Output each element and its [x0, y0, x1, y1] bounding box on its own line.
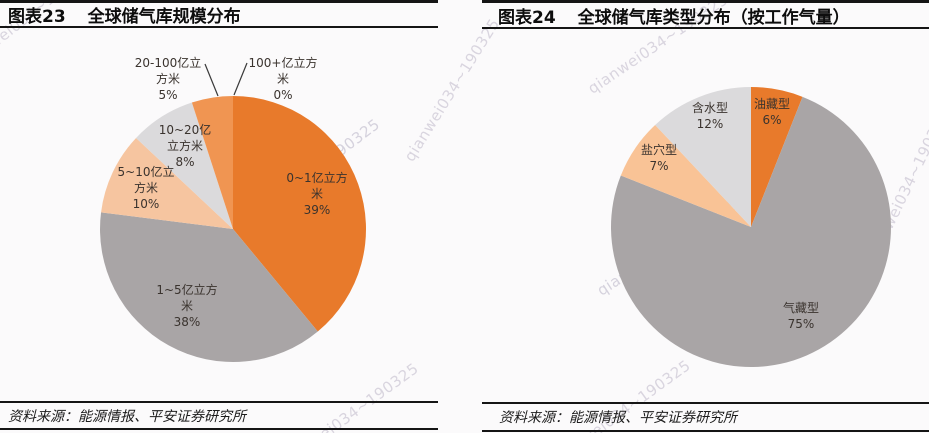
pie-chart-size-distribution — [100, 96, 367, 363]
figure-number-left: 图表23 — [8, 7, 66, 27]
pie-slice-5~10亿立方米 — [101, 137, 233, 229]
leader-line-100plus — [233, 62, 248, 96]
source-text-left: 资料来源：能源情报、平安证券研究所 — [8, 408, 246, 425]
pie-slice-0~1亿立方米 — [233, 96, 367, 332]
chart-title-bar-left: 图表23 全球储气库规模分布 — [0, 0, 438, 28]
source-text-right: 资料来源：能源情报、平安证券研究所 — [499, 410, 737, 426]
pie-slice-含水型 — [655, 87, 751, 227]
slice-label-20-100: 20-100亿立 方米 5% — [134, 56, 202, 102]
chart-title-left: 全球储气库规模分布 — [87, 7, 241, 27]
source-bar-right: 资料来源：能源情报、平安证券研究所 — [482, 402, 929, 432]
slice-label-aquifer: 含水型 12% — [691, 101, 729, 131]
chart-title-bar-right: 图表24 全球储气库类型分布（按工作气量） — [482, 0, 929, 29]
slice-label-oil-reservoir: 油藏型 6% — [753, 97, 791, 127]
slice-label-10-20: 10~20亿 立方米 8% — [158, 123, 212, 169]
slice-label-1-5: 1~5亿立方 米 38% — [156, 283, 218, 329]
slice-label-100plus: 100+亿立方 米 0% — [248, 56, 318, 102]
source-bar-left: 资料来源：能源情报、平安证券研究所 — [0, 401, 438, 430]
pie-slice-气藏型 — [610, 96, 891, 367]
figure-number-right: 图表24 — [498, 7, 556, 28]
pie-chart-type-distribution — [610, 87, 891, 367]
leader-line-20-100 — [204, 63, 219, 97]
slice-label-gas-reservoir: 气藏型 75% — [782, 301, 820, 331]
pie-slice-20-100亿立方米 — [191, 96, 233, 229]
pie-slice-盐穴型 — [620, 124, 751, 227]
slice-label-5-10: 5~10亿立 方米 10% — [117, 165, 175, 211]
slice-label-0-1: 0~1亿立方 米 39% — [286, 171, 348, 217]
pie-slice-1~5亿立方米 — [100, 212, 318, 363]
slice-label-salt-cavern: 盐穴型 7% — [640, 143, 678, 173]
pie-slice-油藏型 — [751, 87, 803, 227]
chart-title-right: 全球储气库类型分布（按工作气量） — [577, 7, 850, 28]
pie-slice-10~20亿立方米 — [136, 102, 233, 229]
